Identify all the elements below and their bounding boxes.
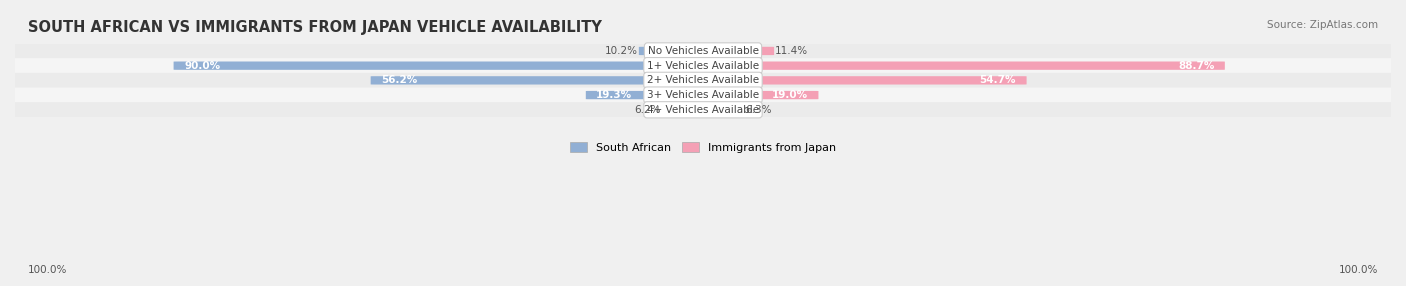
- FancyBboxPatch shape: [699, 76, 1026, 85]
- Text: 1+ Vehicles Available: 1+ Vehicles Available: [647, 61, 759, 71]
- Text: 6.3%: 6.3%: [745, 105, 772, 115]
- Text: 56.2%: 56.2%: [381, 76, 418, 85]
- FancyBboxPatch shape: [662, 106, 707, 114]
- FancyBboxPatch shape: [699, 106, 744, 114]
- Text: 4+ Vehicles Available: 4+ Vehicles Available: [647, 105, 759, 115]
- Text: 11.4%: 11.4%: [775, 46, 808, 56]
- Text: 3+ Vehicles Available: 3+ Vehicles Available: [647, 90, 759, 100]
- FancyBboxPatch shape: [699, 47, 775, 55]
- FancyBboxPatch shape: [10, 73, 1396, 88]
- Text: 54.7%: 54.7%: [980, 76, 1017, 85]
- Text: SOUTH AFRICAN VS IMMIGRANTS FROM JAPAN VEHICLE AVAILABILITY: SOUTH AFRICAN VS IMMIGRANTS FROM JAPAN V…: [28, 20, 602, 35]
- Text: 100.0%: 100.0%: [1339, 265, 1378, 275]
- Text: 2+ Vehicles Available: 2+ Vehicles Available: [647, 76, 759, 85]
- Text: 100.0%: 100.0%: [28, 265, 67, 275]
- Text: 88.7%: 88.7%: [1178, 61, 1215, 71]
- FancyBboxPatch shape: [699, 91, 818, 99]
- Text: 90.0%: 90.0%: [184, 61, 221, 71]
- Text: 19.0%: 19.0%: [772, 90, 808, 100]
- Text: 19.3%: 19.3%: [596, 90, 633, 100]
- FancyBboxPatch shape: [638, 47, 707, 55]
- Text: 6.2%: 6.2%: [634, 105, 661, 115]
- FancyBboxPatch shape: [10, 102, 1396, 117]
- FancyBboxPatch shape: [173, 61, 707, 70]
- FancyBboxPatch shape: [10, 88, 1396, 103]
- FancyBboxPatch shape: [10, 58, 1396, 73]
- FancyBboxPatch shape: [371, 76, 707, 85]
- Text: No Vehicles Available: No Vehicles Available: [648, 46, 758, 56]
- Text: Source: ZipAtlas.com: Source: ZipAtlas.com: [1267, 20, 1378, 30]
- FancyBboxPatch shape: [699, 61, 1225, 70]
- Legend: South African, Immigrants from Japan: South African, Immigrants from Japan: [565, 138, 841, 157]
- FancyBboxPatch shape: [10, 43, 1396, 58]
- Text: 10.2%: 10.2%: [605, 46, 638, 56]
- FancyBboxPatch shape: [586, 91, 707, 99]
